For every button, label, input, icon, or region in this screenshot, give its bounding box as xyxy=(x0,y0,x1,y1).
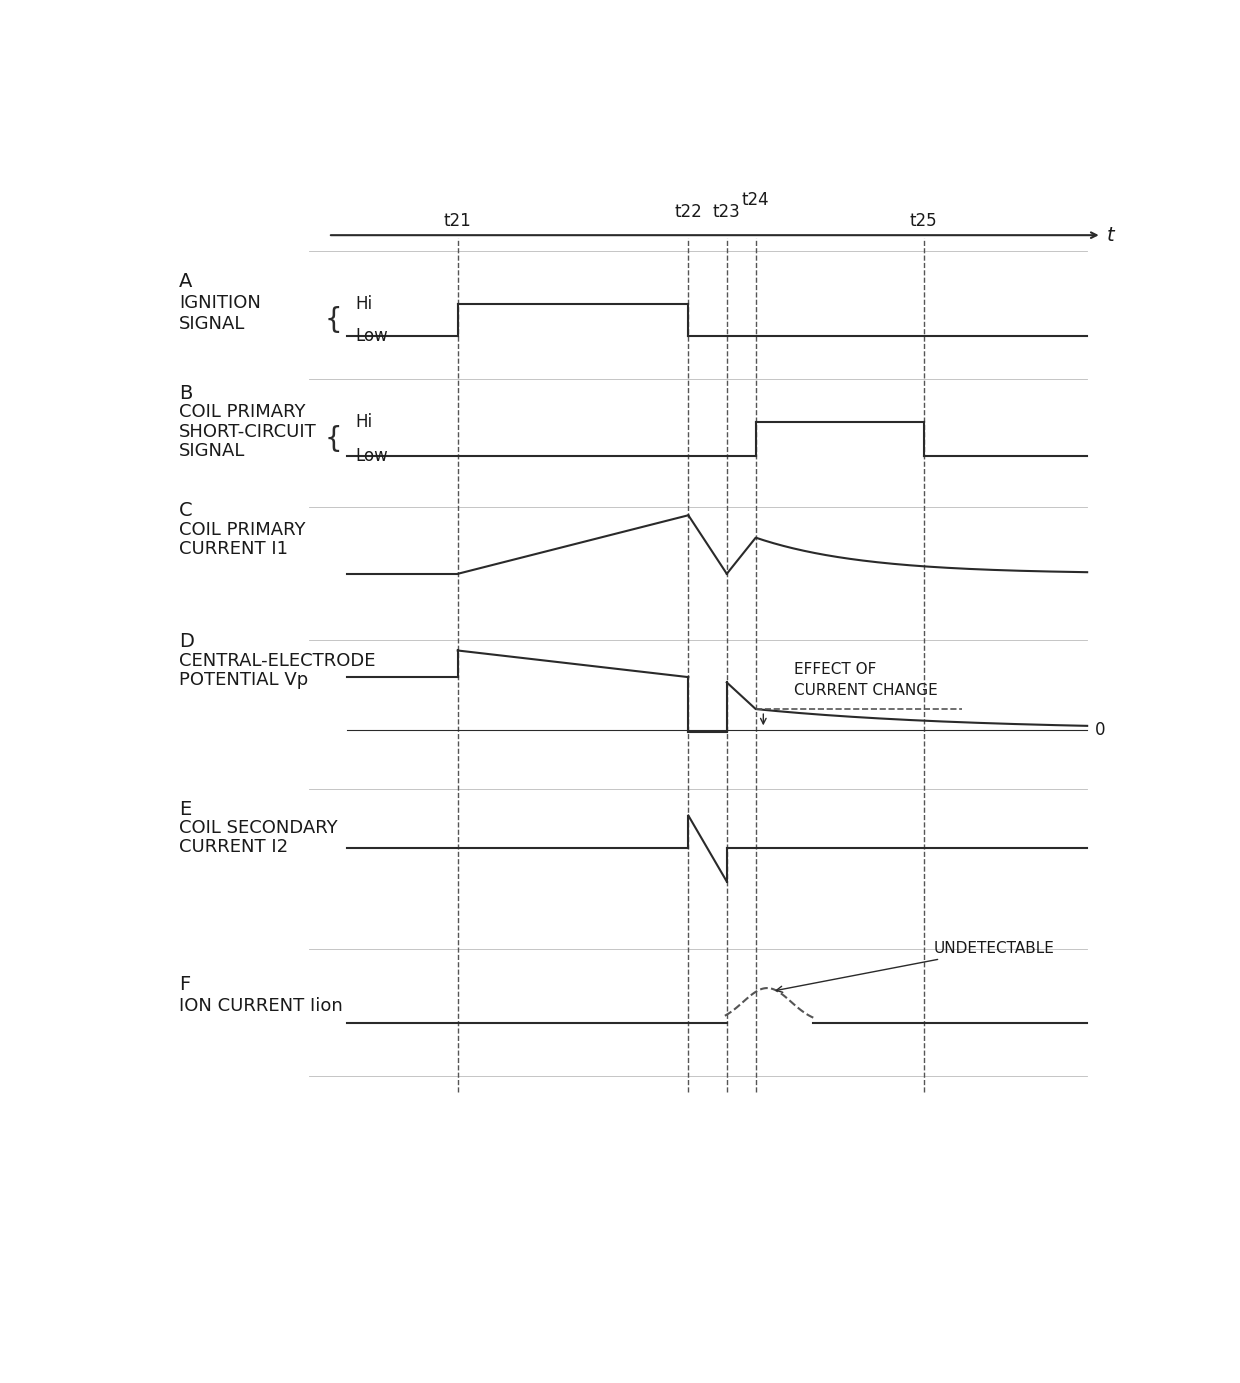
Text: B: B xyxy=(179,384,192,404)
Text: COIL PRIMARY: COIL PRIMARY xyxy=(179,520,305,538)
Text: C: C xyxy=(179,502,192,520)
Text: D: D xyxy=(179,632,193,651)
Text: t22: t22 xyxy=(675,203,702,221)
Text: Low: Low xyxy=(355,328,388,346)
Text: SIGNAL: SIGNAL xyxy=(179,441,246,459)
Text: E: E xyxy=(179,799,191,819)
Text: t23: t23 xyxy=(713,203,740,221)
Text: t24: t24 xyxy=(742,191,770,209)
Text: CENTRAL-ELECTRODE: CENTRAL-ELECTRODE xyxy=(179,651,376,669)
Text: {: { xyxy=(325,307,342,335)
Text: CURRENT I2: CURRENT I2 xyxy=(179,838,288,856)
Text: Hi: Hi xyxy=(355,296,372,314)
Text: COIL PRIMARY: COIL PRIMARY xyxy=(179,404,305,422)
Text: POTENTIAL Vp: POTENTIAL Vp xyxy=(179,671,309,689)
Text: COIL SECONDARY: COIL SECONDARY xyxy=(179,819,337,837)
Text: F: F xyxy=(179,975,190,994)
Text: CURRENT I1: CURRENT I1 xyxy=(179,539,288,557)
Text: SIGNAL: SIGNAL xyxy=(179,315,246,333)
Text: EFFECT OF
CURRENT CHANGE: EFFECT OF CURRENT CHANGE xyxy=(794,662,937,698)
Text: 0: 0 xyxy=(1095,722,1105,740)
Text: t: t xyxy=(1106,225,1114,245)
Text: t21: t21 xyxy=(444,212,471,230)
Text: Hi: Hi xyxy=(355,412,372,430)
Text: A: A xyxy=(179,272,192,292)
Text: Low: Low xyxy=(355,447,388,465)
Text: IGNITION: IGNITION xyxy=(179,293,260,311)
Text: SHORT-CIRCUIT: SHORT-CIRCUIT xyxy=(179,423,316,441)
Text: {: { xyxy=(325,425,342,452)
Text: ION CURRENT Iion: ION CURRENT Iion xyxy=(179,997,342,1015)
Text: UNDETECTABLE: UNDETECTABLE xyxy=(776,940,1054,992)
Text: t25: t25 xyxy=(910,212,937,230)
